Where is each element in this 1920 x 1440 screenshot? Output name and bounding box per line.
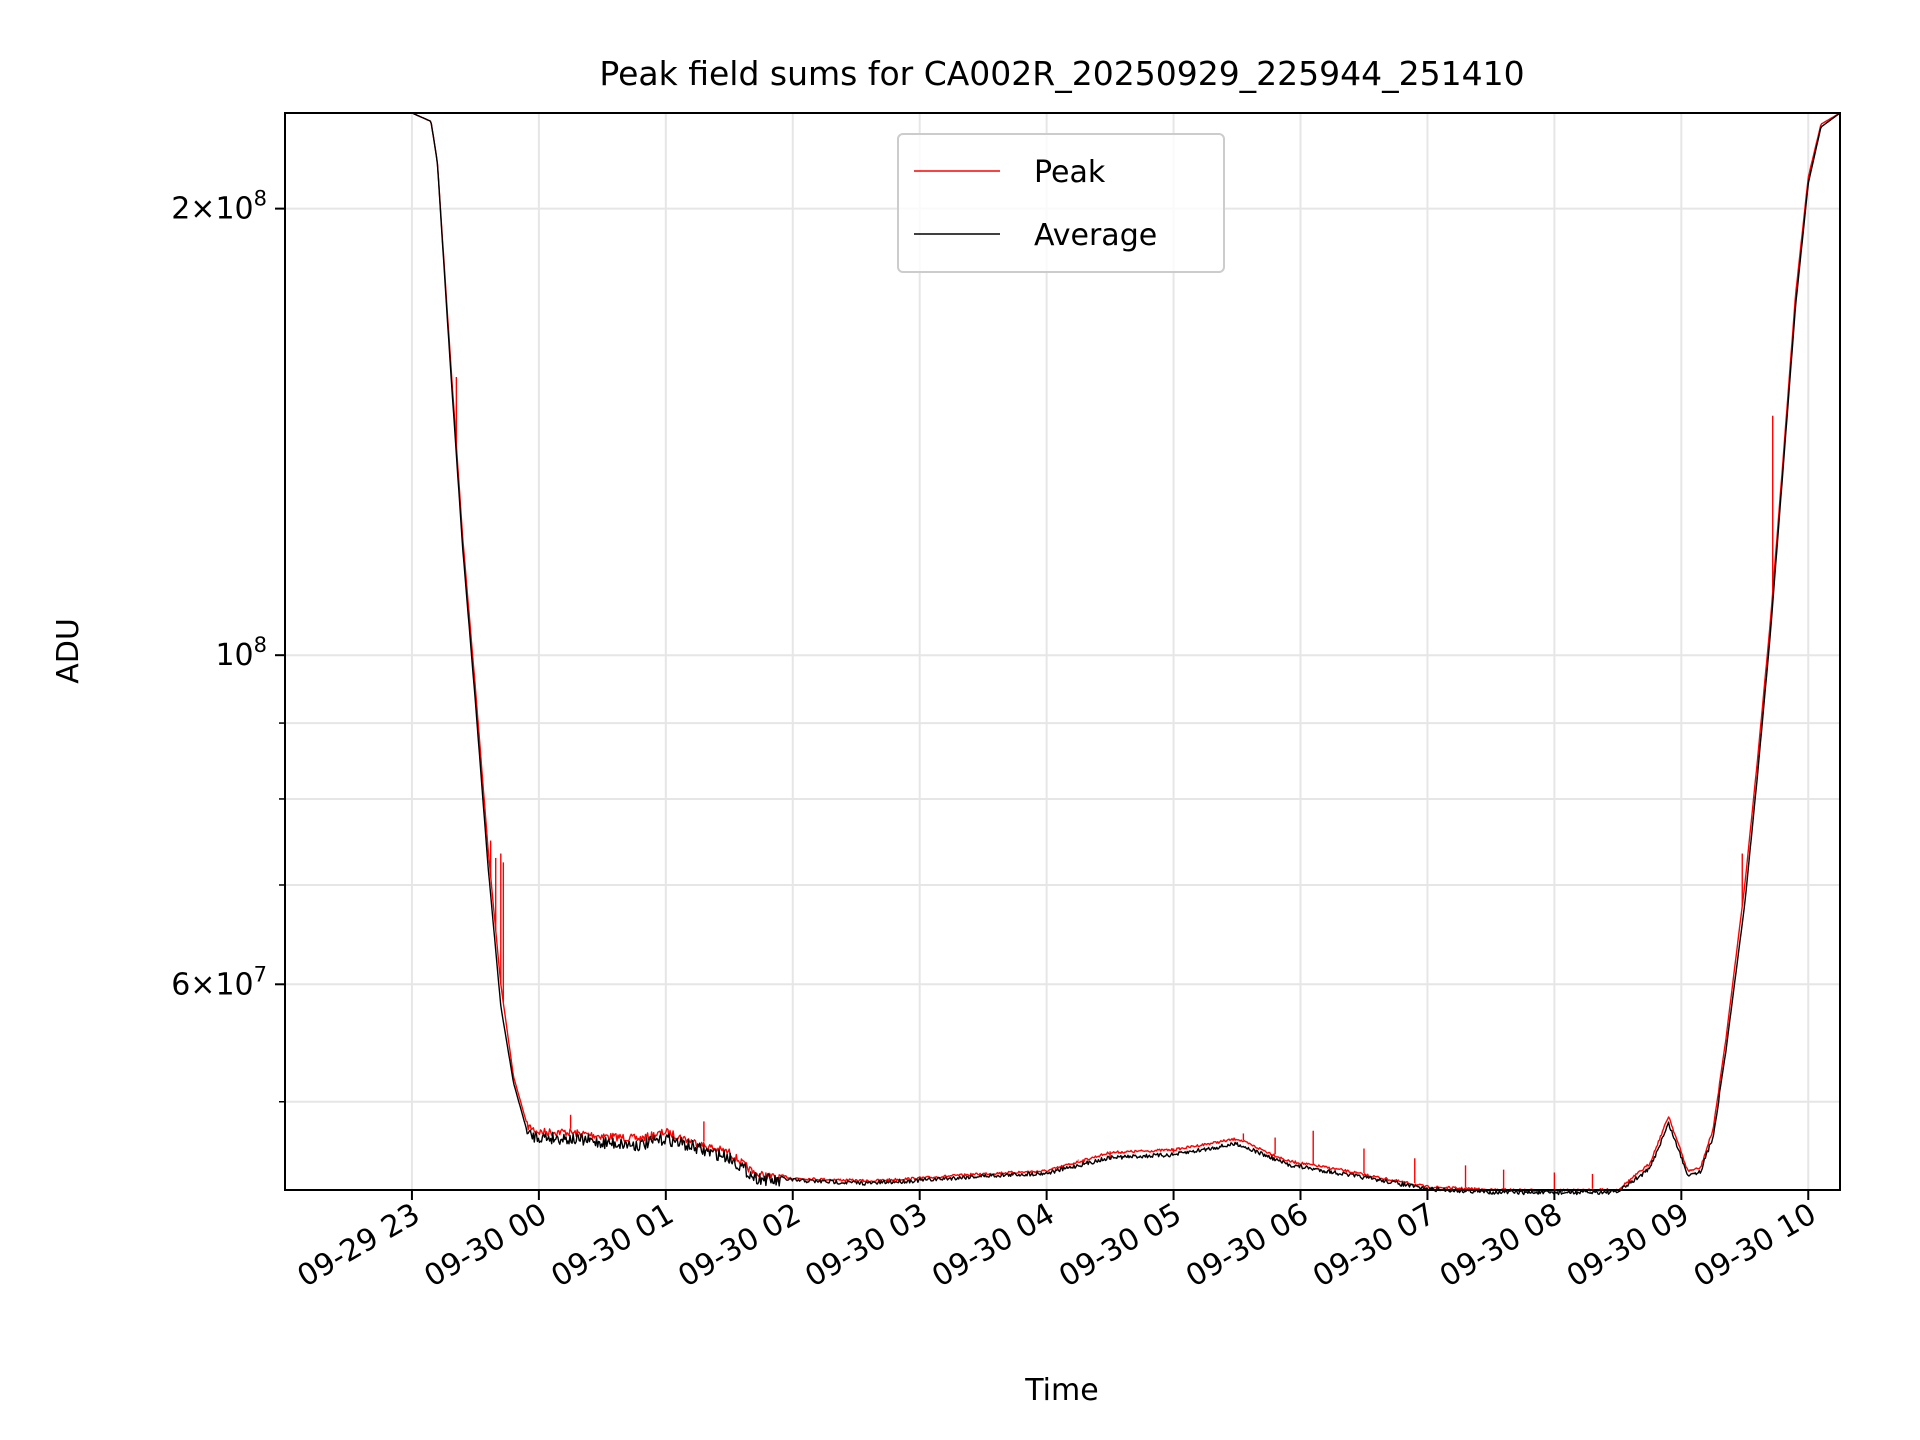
legend-peak-label: Peak [1034, 155, 1106, 190]
y-tick-label: 2×108 [171, 187, 267, 227]
legend: Peak Average [897, 133, 1225, 273]
chart-title: Peak field sums for CA002R_20250929_2259… [599, 54, 1524, 93]
y-axis-label: ADU [51, 618, 86, 684]
x-axis-label: Time [1024, 1373, 1098, 1408]
grid [285, 113, 1840, 1190]
axes-frame [284, 112, 1841, 1191]
series-line-average [411, 112, 1841, 1196]
y-tick-label: 6×107 [171, 962, 267, 1002]
legend-average-label: Average [1034, 218, 1157, 253]
legend-box [897, 133, 1225, 273]
